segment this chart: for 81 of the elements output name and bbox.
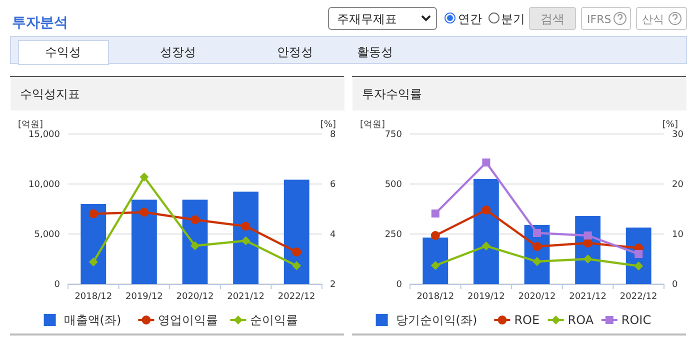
y-tick-label: 15,000 xyxy=(28,130,60,140)
x-tick-label: 2019/12 xyxy=(468,292,505,302)
point xyxy=(634,262,644,270)
text: 안정성 xyxy=(277,45,313,59)
legend-label: 당기순이익(좌) xyxy=(396,313,478,327)
text: 분기 xyxy=(501,12,525,26)
y2-tick-label: 4 xyxy=(330,230,336,240)
legend-label: 순이익률 xyxy=(250,313,298,327)
y2-tick-label: 30 xyxy=(672,130,684,140)
point xyxy=(430,261,440,270)
x-tick-label: 2020/12 xyxy=(518,292,556,302)
y2-tick-label: 6 xyxy=(330,180,336,190)
x-tick-label: 2018/12 xyxy=(74,292,112,302)
y2-axis-title: [%] xyxy=(320,120,336,130)
text: 수익성 xyxy=(45,45,81,59)
point xyxy=(532,242,542,251)
point xyxy=(292,261,302,270)
text: 투자분석 xyxy=(12,15,68,31)
legend-label: ROIC xyxy=(621,313,652,327)
text: 성장성 xyxy=(160,45,196,59)
x-tick-label: 2019/12 xyxy=(126,292,163,302)
point xyxy=(431,210,440,218)
x-tick-label: 2021/12 xyxy=(569,292,606,302)
point xyxy=(88,258,98,266)
text: 산식 xyxy=(642,13,664,26)
x-tick-label: 2022/12 xyxy=(278,292,316,302)
bar xyxy=(80,204,106,284)
y2-tick-label: 2 xyxy=(330,280,336,290)
point xyxy=(140,172,149,182)
text: 검색 xyxy=(540,12,564,26)
bar xyxy=(422,238,448,284)
point xyxy=(634,250,643,258)
y2-tick-label: 8 xyxy=(330,130,336,140)
point xyxy=(532,257,542,266)
legend-label: ROE xyxy=(514,313,540,327)
chart-title: 투자수익률 xyxy=(362,87,422,101)
point xyxy=(190,215,200,224)
point xyxy=(190,241,200,250)
y-tick-label: 0 xyxy=(54,280,60,290)
point xyxy=(241,236,250,246)
text: IFRS xyxy=(587,13,612,26)
text: 활동성 xyxy=(357,45,393,59)
point xyxy=(482,242,491,250)
x-tick-label: 2021/12 xyxy=(227,292,264,302)
x-tick-label: 2018/12 xyxy=(416,292,454,302)
point xyxy=(583,254,592,264)
legend-label: 매출액(좌) xyxy=(64,313,122,327)
legend-label: 영업이익률 xyxy=(158,313,218,327)
point xyxy=(482,158,490,166)
y-tick-label: 500 xyxy=(384,180,402,190)
point xyxy=(482,206,491,214)
y2-tick-label: 10 xyxy=(672,230,684,240)
y2-axis-title: [%] xyxy=(662,120,678,130)
bar xyxy=(474,179,499,284)
text: 연간 xyxy=(458,12,482,26)
x-tick-label: 2020/12 xyxy=(176,292,214,302)
point xyxy=(88,209,98,218)
y-axis-title: [억원] xyxy=(18,120,44,130)
point xyxy=(292,248,302,256)
point xyxy=(430,231,440,240)
chart-title: 수익성지표 xyxy=(20,87,80,101)
bar xyxy=(284,180,310,284)
bar xyxy=(132,200,157,284)
y-tick-label: 5,000 xyxy=(34,230,60,240)
y-tick-label: 250 xyxy=(384,230,402,240)
y-tick-label: 10,000 xyxy=(28,180,60,190)
bar xyxy=(233,192,258,284)
y-tick-label: 750 xyxy=(384,130,402,140)
y-axis-title: [억원] xyxy=(360,120,386,130)
point xyxy=(140,208,149,217)
legend-label: ROA xyxy=(568,313,594,327)
bar xyxy=(182,200,208,284)
y2-tick-label: 0 xyxy=(672,280,678,290)
y2-tick-label: 20 xyxy=(672,180,684,190)
point xyxy=(584,232,592,240)
point xyxy=(241,222,250,231)
point xyxy=(583,238,592,248)
select-box: 주재무제표 xyxy=(328,7,437,30)
y-tick-label: 0 xyxy=(396,280,402,290)
x-tick-label: 2022/12 xyxy=(620,292,658,302)
point xyxy=(533,229,541,237)
